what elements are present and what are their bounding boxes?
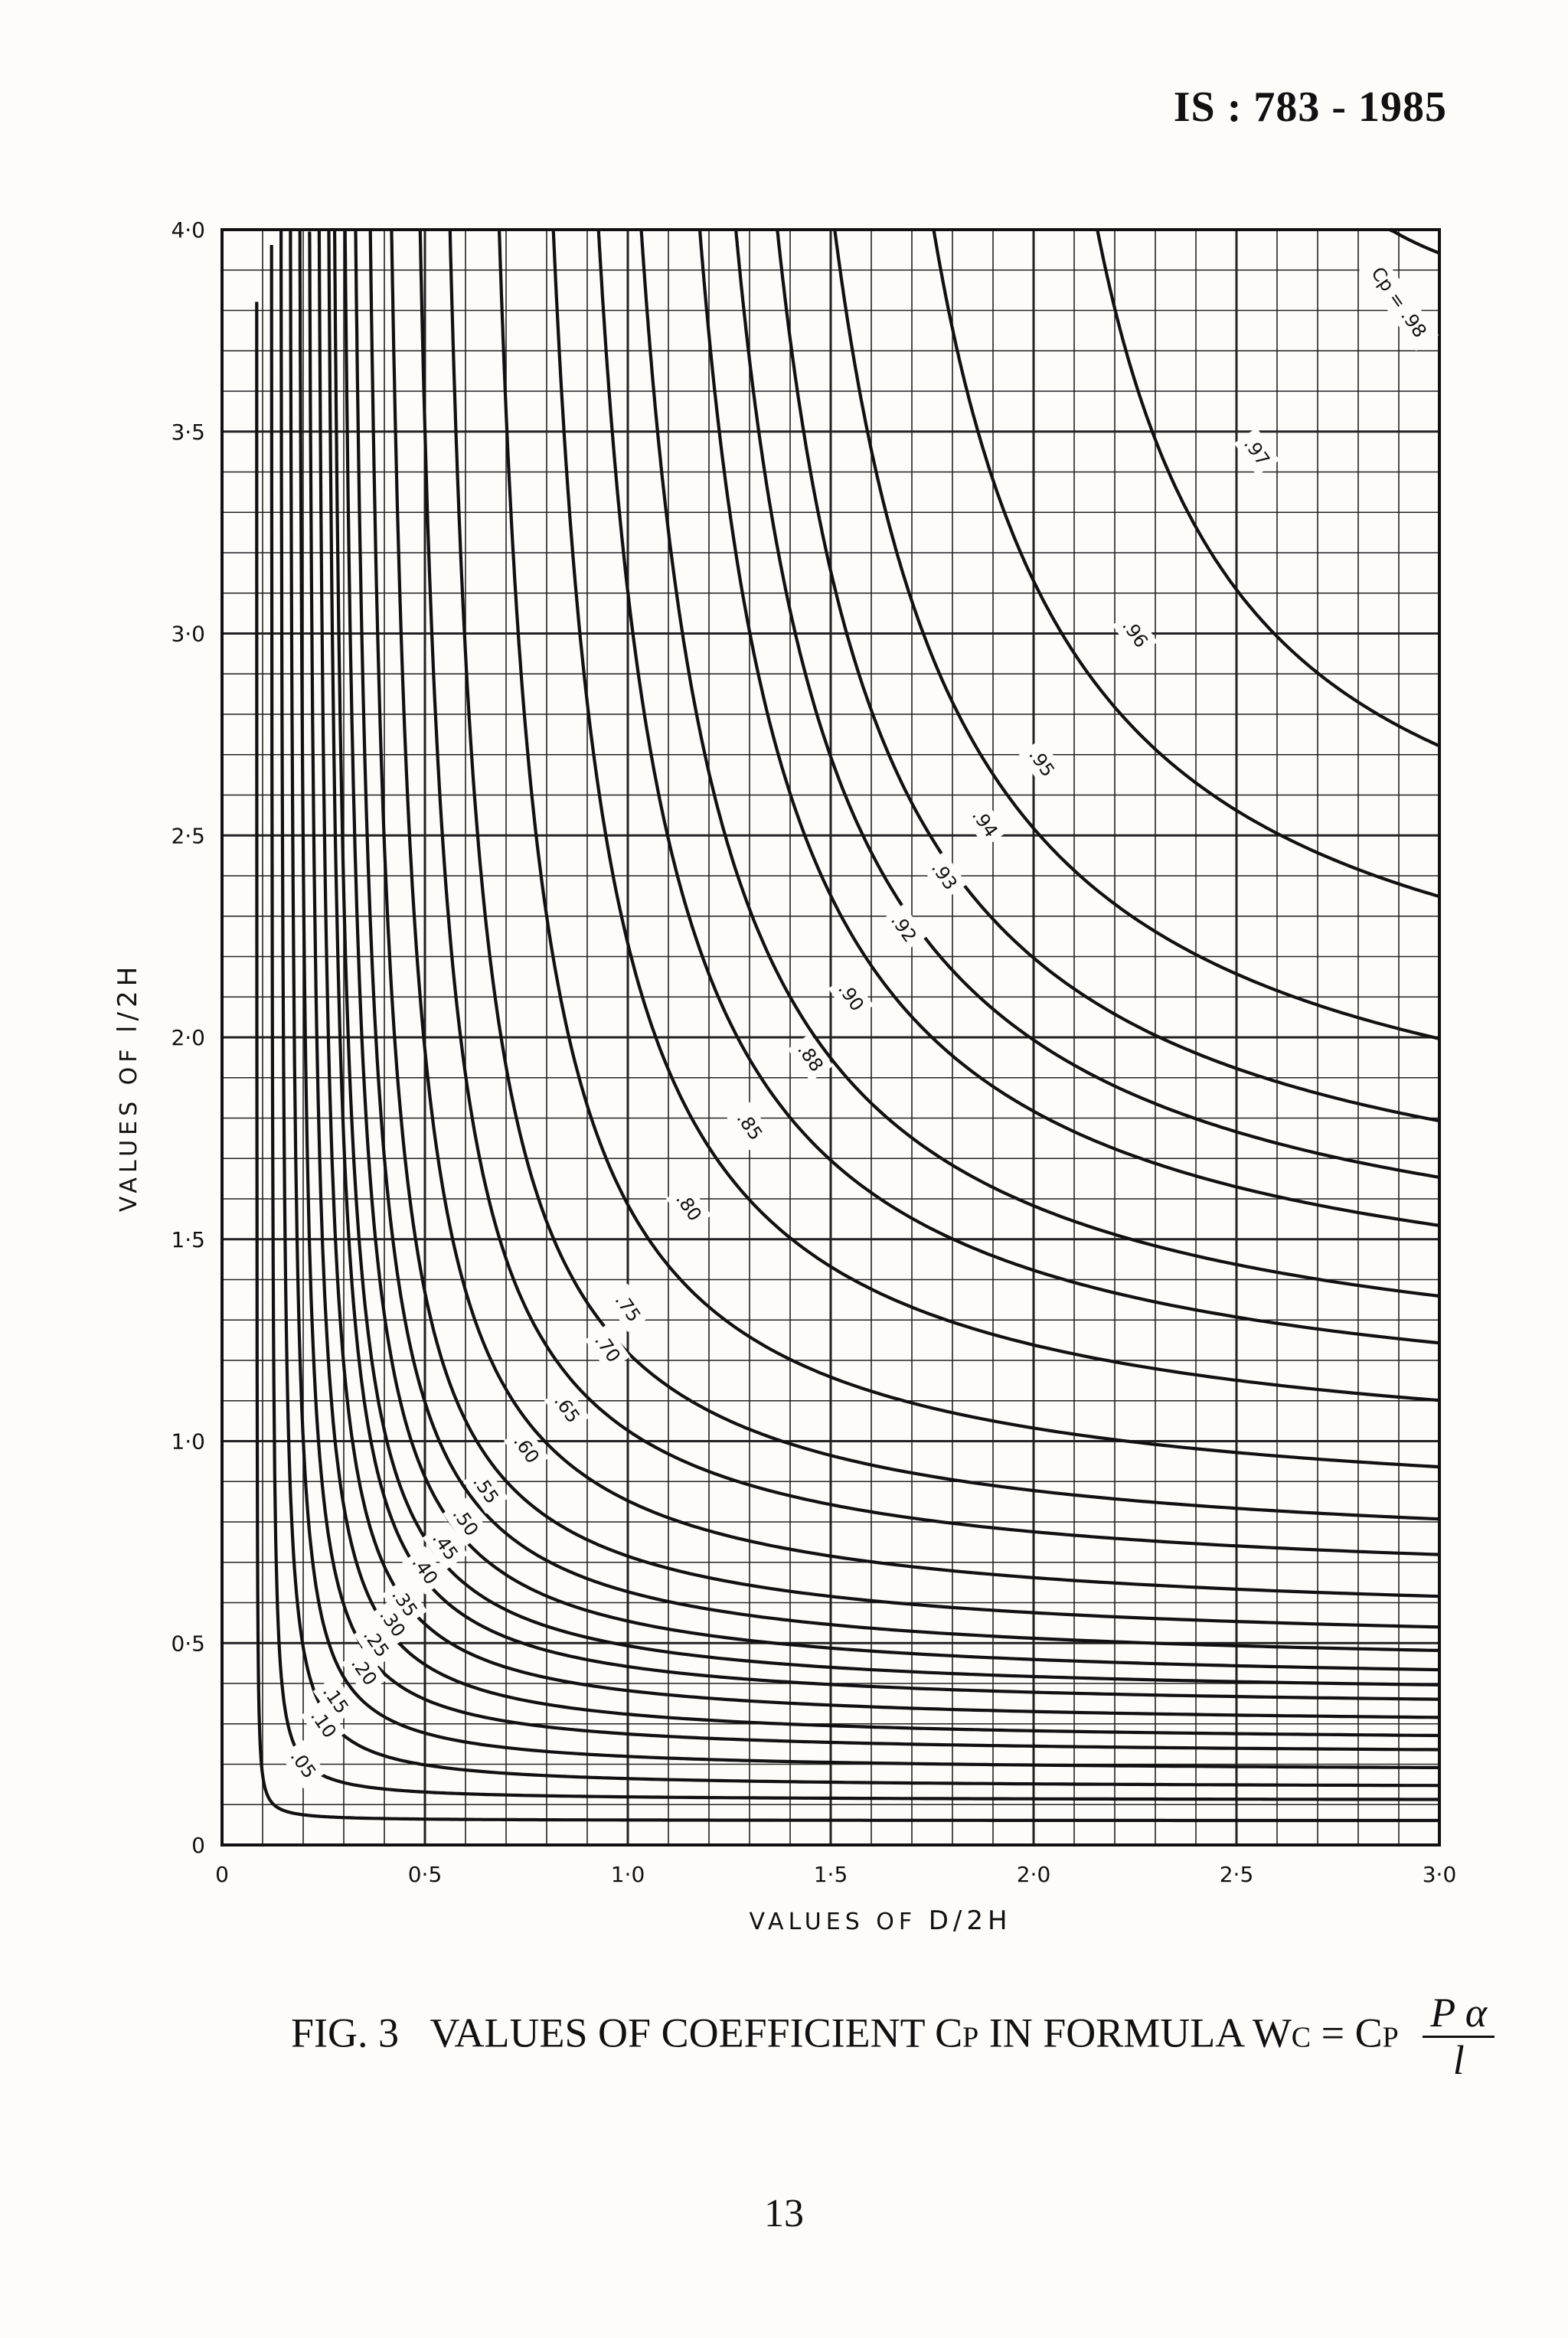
curve-cp-65 bbox=[390, 230, 1440, 1598]
curve-label-background bbox=[381, 1578, 428, 1628]
curve-label-background bbox=[369, 1598, 416, 1647]
curve-cp-25 bbox=[298, 230, 1440, 1752]
curve-label-background bbox=[503, 1425, 550, 1474]
formula-fraction: P α l bbox=[1423, 1990, 1495, 2084]
curve-label-background bbox=[828, 972, 874, 1021]
curve-cp-98 bbox=[1389, 227, 1440, 255]
y-tick-label: 3·5 bbox=[171, 420, 205, 445]
curve-label-background bbox=[727, 1102, 773, 1151]
curve-label-background bbox=[584, 1324, 631, 1373]
x-tick-label: 0·5 bbox=[408, 1862, 443, 1887]
curve-label-background bbox=[880, 903, 927, 953]
curve-label-background bbox=[462, 1465, 509, 1514]
y-tick-label: 1·0 bbox=[171, 1429, 205, 1455]
fraction-numerator: P α bbox=[1423, 1990, 1495, 2039]
curve-label-background bbox=[787, 1033, 834, 1082]
y-tick-label: 3·0 bbox=[171, 622, 205, 647]
y-tick-label: 4·0 bbox=[171, 217, 205, 243]
y-tick-label: 0·5 bbox=[171, 1631, 205, 1656]
curve-label-background bbox=[921, 851, 968, 900]
x-tick-label: 2·0 bbox=[1017, 1862, 1051, 1887]
curve-label-background bbox=[1112, 609, 1158, 658]
curve-cp-96 bbox=[932, 229, 1440, 899]
curve-label-background bbox=[341, 1647, 387, 1696]
y-tick-label: 2·0 bbox=[171, 1025, 205, 1050]
y-tick-label: 0 bbox=[191, 1833, 205, 1858]
curve-cp-90 bbox=[639, 228, 1440, 1298]
y-tick-label: 1·5 bbox=[171, 1227, 205, 1252]
chart: .05.10.15.20.25.30.35.40.45.50.55.60.65.… bbox=[113, 217, 1456, 1936]
x-tick-label: 2·5 bbox=[1220, 1862, 1254, 1887]
curve-cp-45 bbox=[333, 230, 1440, 1687]
curve-label-background bbox=[422, 1522, 469, 1571]
curve-cp-60 bbox=[368, 230, 1440, 1629]
x-axis-ticks: 0 0·5 1·0 1·5 2·0 2·5 3·0 bbox=[215, 1862, 1456, 1887]
curve-cp-88 bbox=[596, 229, 1440, 1345]
curve-cp-30 bbox=[308, 231, 1440, 1738]
figure-caption: FIG. 3 VALUES OF COEFFICIENT Cp IN FORMU… bbox=[291, 1990, 1495, 2084]
y-axis-ticks: 0 0·5 1·0 1·5 2·0 2·5 3·0 3·5 4·0 bbox=[171, 217, 205, 1858]
curve-label-background bbox=[1233, 427, 1280, 476]
curve-cp-85 bbox=[551, 230, 1440, 1402]
curve-label-background bbox=[300, 1700, 347, 1749]
curve-cp-20 bbox=[289, 230, 1439, 1769]
x-axis-label: VALUES OF D/2H bbox=[749, 1905, 1011, 1936]
curve-cp-05 bbox=[255, 302, 1439, 1823]
x-tick-label: 0 bbox=[215, 1862, 229, 1887]
curve-label-background bbox=[962, 798, 1008, 848]
curve-label-background bbox=[443, 1497, 488, 1546]
x-tick-label: 3·0 bbox=[1423, 1862, 1457, 1887]
fraction-denominator: l bbox=[1452, 2037, 1465, 2084]
y-axis-label: VALUES OF l/2H bbox=[113, 962, 143, 1212]
curve-label-background bbox=[402, 1546, 448, 1595]
curve-cp-50 bbox=[343, 230, 1440, 1672]
curve-cp-15 bbox=[279, 230, 1440, 1788]
curve-label-background bbox=[544, 1384, 590, 1433]
curve-cp-92 bbox=[697, 230, 1440, 1227]
curve-cp-70 bbox=[418, 230, 1440, 1556]
curve-cp-80 bbox=[498, 230, 1440, 1469]
curve-cp-94 bbox=[776, 229, 1440, 1123]
curve-cp-35 bbox=[317, 230, 1440, 1719]
curve-label-background bbox=[312, 1675, 359, 1724]
page-number: 13 bbox=[764, 2192, 804, 2235]
standard-code: IS : 783 - 1985 bbox=[1173, 83, 1447, 131]
x-tick-label: 1·0 bbox=[611, 1862, 645, 1887]
curve-cp-40 bbox=[327, 230, 1440, 1701]
x-tick-label: 1·5 bbox=[814, 1862, 848, 1887]
curve-cp-93 bbox=[734, 229, 1440, 1179]
curve-label-background bbox=[1018, 738, 1065, 787]
curve-label-background bbox=[1358, 253, 1439, 351]
curve-label-background bbox=[605, 1283, 651, 1333]
curve-cp-55 bbox=[354, 230, 1440, 1652]
figure-title: VALUES OF COEFFICIENT Cp IN FORMULA Wc =… bbox=[430, 2010, 1399, 2056]
curve-cp-97 bbox=[1096, 228, 1440, 748]
chart-curve-labels: .05.10.15.20.25.30.35.40.45.50.55.60.65.… bbox=[280, 253, 1439, 1789]
figure-number: FIG. 3 bbox=[291, 2010, 400, 2056]
curve-label-background bbox=[353, 1618, 400, 1667]
curve-label-background bbox=[665, 1182, 712, 1232]
chart-curves bbox=[255, 227, 1440, 1823]
curve-cp-75 bbox=[448, 230, 1440, 1521]
curve-label-background bbox=[280, 1739, 326, 1789]
curve-cp-95 bbox=[833, 229, 1440, 1040]
y-tick-label: 2·5 bbox=[171, 823, 205, 848]
